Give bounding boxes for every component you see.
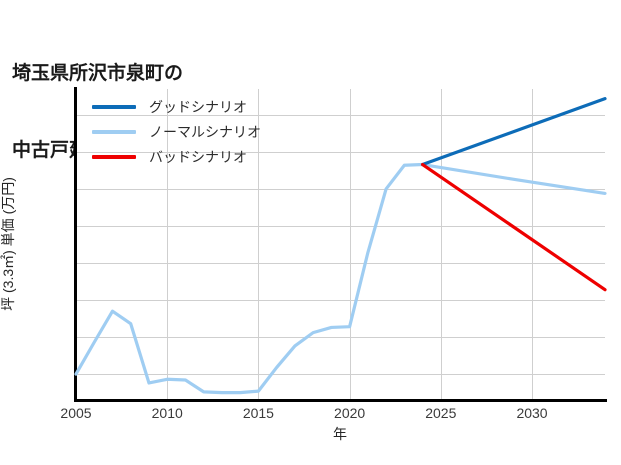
x-tick-label-2005: 2005 — [60, 405, 92, 421]
series-line-bad — [420, 162, 607, 292]
gridline-x-2030 — [532, 89, 534, 400]
y-axis-line — [74, 87, 77, 402]
series-line-good — [420, 97, 607, 167]
gridline-y-120 — [76, 263, 605, 264]
legend-item-label: バッドシナリオ — [149, 148, 247, 165]
x-tick-label-2020: 2020 — [334, 405, 366, 421]
legend-item-label: ノーマルシナリオ — [149, 123, 261, 140]
gridline-x-2020 — [349, 89, 351, 400]
legend-item-1[interactable]: グッドシナリオ — [92, 94, 302, 119]
gridline-y-135 — [76, 151, 605, 153]
gridline-x-2025 — [440, 89, 442, 400]
legend-color-swatch-icon — [92, 104, 136, 109]
legend-item-3[interactable]: バッドシナリオ — [92, 144, 302, 169]
legend-color-swatch-icon — [92, 129, 136, 134]
gridline-y-140 — [76, 114, 605, 116]
chart-title-line-1: 埼玉県所沢市泉町の — [12, 63, 184, 85]
x-axis-line — [74, 399, 607, 402]
gridline-y-125 — [76, 225, 605, 227]
gridline-x-2010 — [167, 89, 169, 400]
x-axis-label: 年 — [333, 426, 347, 442]
plot-area — [76, 89, 605, 400]
series-line-normal — [74, 162, 607, 395]
chart-legend: グッドシナリオ ノーマルシナリオ バッドシナリオ — [92, 94, 302, 169]
gridline-y-105 — [76, 374, 605, 376]
x-tick-label-2010: 2010 — [151, 405, 183, 421]
x-tick-label-2025: 2025 — [425, 405, 457, 421]
gridline-y-115 — [76, 300, 605, 302]
legend-item-2[interactable]: ノーマルシナリオ — [92, 119, 302, 144]
legend-color-swatch-icon — [92, 154, 136, 159]
gridline-x-2015 — [258, 89, 260, 400]
gridline-y-130 — [76, 188, 605, 190]
x-tick-label-2030: 2030 — [516, 405, 548, 421]
gridline-y-110 — [76, 337, 605, 339]
x-tick-label-2015: 2015 — [242, 405, 274, 421]
legend-item-label: グッドシナリオ — [149, 98, 247, 115]
